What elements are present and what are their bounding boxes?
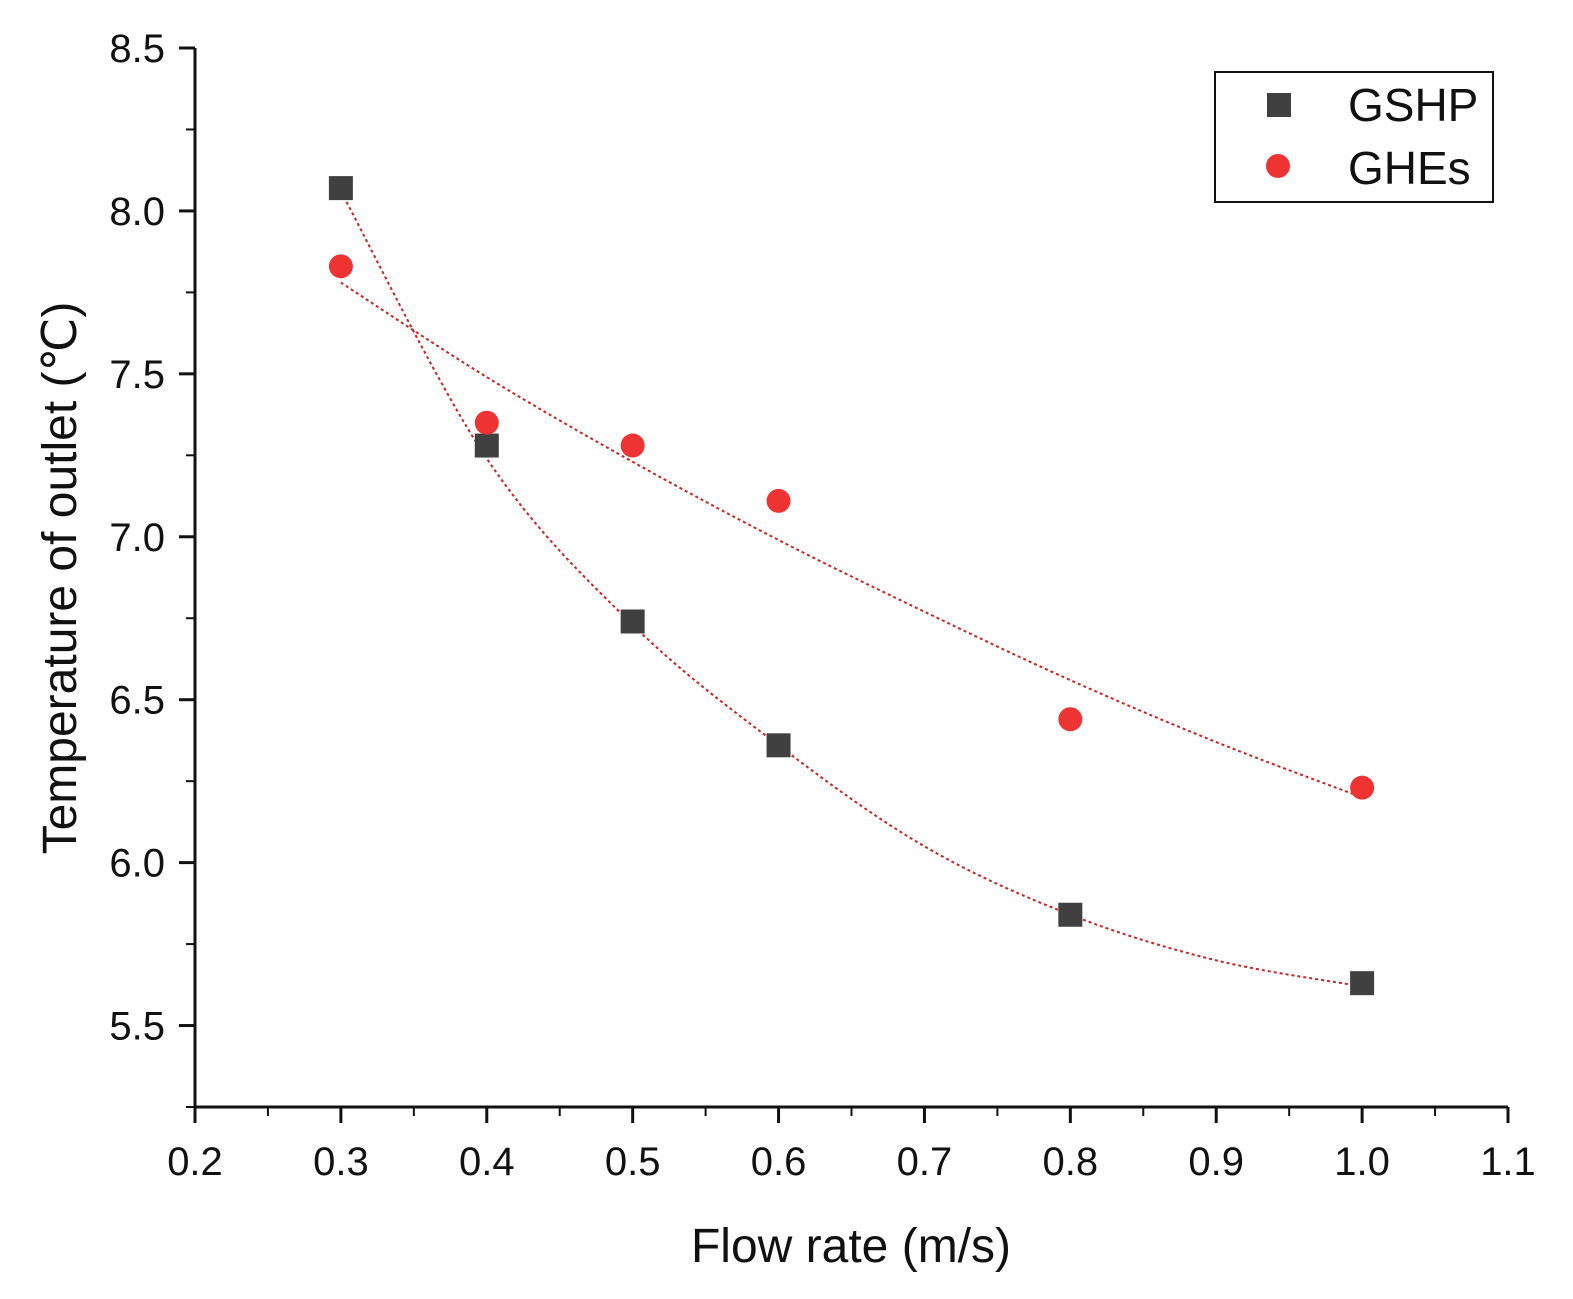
x-tick-label: 1.0: [1334, 1140, 1390, 1184]
data-point-ghes: [1058, 707, 1083, 732]
y-ticks: 5.5 6.0 6.5 7.0 7.5 8.0 8.5: [109, 27, 195, 1108]
data-point-gshp: [474, 433, 499, 458]
data-point-ghes: [766, 488, 791, 513]
y-tick-label: 6.5: [109, 679, 165, 723]
data-point-ghes: [620, 433, 645, 458]
data-point-gshp: [328, 176, 353, 201]
x-tick-label: 0.3: [313, 1140, 369, 1184]
fit-line-ghes: [340, 281, 1363, 799]
y-tick-label: 8.5: [109, 27, 165, 71]
x-ticks: 0.2 0.3 0.4 0.5 0.6 0.7 0.8 0.9 1.0 1.1: [167, 1107, 1536, 1184]
y-tick-label: 6.0: [109, 842, 165, 886]
legend-marker-gshp: [1267, 93, 1291, 117]
legend-label-ghes: GHEs: [1348, 142, 1471, 194]
data-point-ghes: [474, 410, 499, 435]
fit-lines: [340, 190, 1363, 988]
data-point-gshp: [1350, 971, 1375, 996]
y-tick-label: 8.0: [109, 190, 165, 234]
legend-box: [1214, 71, 1494, 203]
data-point-gshp: [620, 609, 645, 634]
x-axis-title: Flow rate (m/s): [691, 1220, 1011, 1273]
legend: GSHP GHEs: [1214, 71, 1494, 203]
x-tick-label: 0.2: [167, 1140, 223, 1184]
y-axis-title: Temperature of outlet (℃): [34, 302, 87, 855]
y-tick-label: 5.5: [109, 1005, 165, 1049]
x-tick-label: 0.9: [1188, 1140, 1244, 1184]
data-markers: [328, 176, 1375, 996]
data-point-ghes: [1350, 775, 1375, 800]
x-tick-label: 0.4: [459, 1140, 515, 1184]
legend-marker-ghes: [1266, 154, 1290, 178]
x-tick-label: 0.6: [751, 1140, 807, 1184]
data-point-gshp: [1058, 902, 1083, 927]
data-point-gshp: [766, 733, 791, 758]
x-tick-label: 0.5: [605, 1140, 661, 1184]
x-tick-label: 1.1: [1480, 1140, 1536, 1184]
fit-line-gshp: [340, 190, 1363, 988]
data-point-ghes: [328, 254, 353, 279]
x-tick-label: 0.8: [1043, 1140, 1099, 1184]
x-tick-label: 0.7: [897, 1140, 953, 1184]
y-tick-label: 7.0: [109, 516, 165, 560]
y-tick-label: 7.5: [109, 353, 165, 397]
legend-label-gshp: GSHP: [1348, 79, 1478, 131]
